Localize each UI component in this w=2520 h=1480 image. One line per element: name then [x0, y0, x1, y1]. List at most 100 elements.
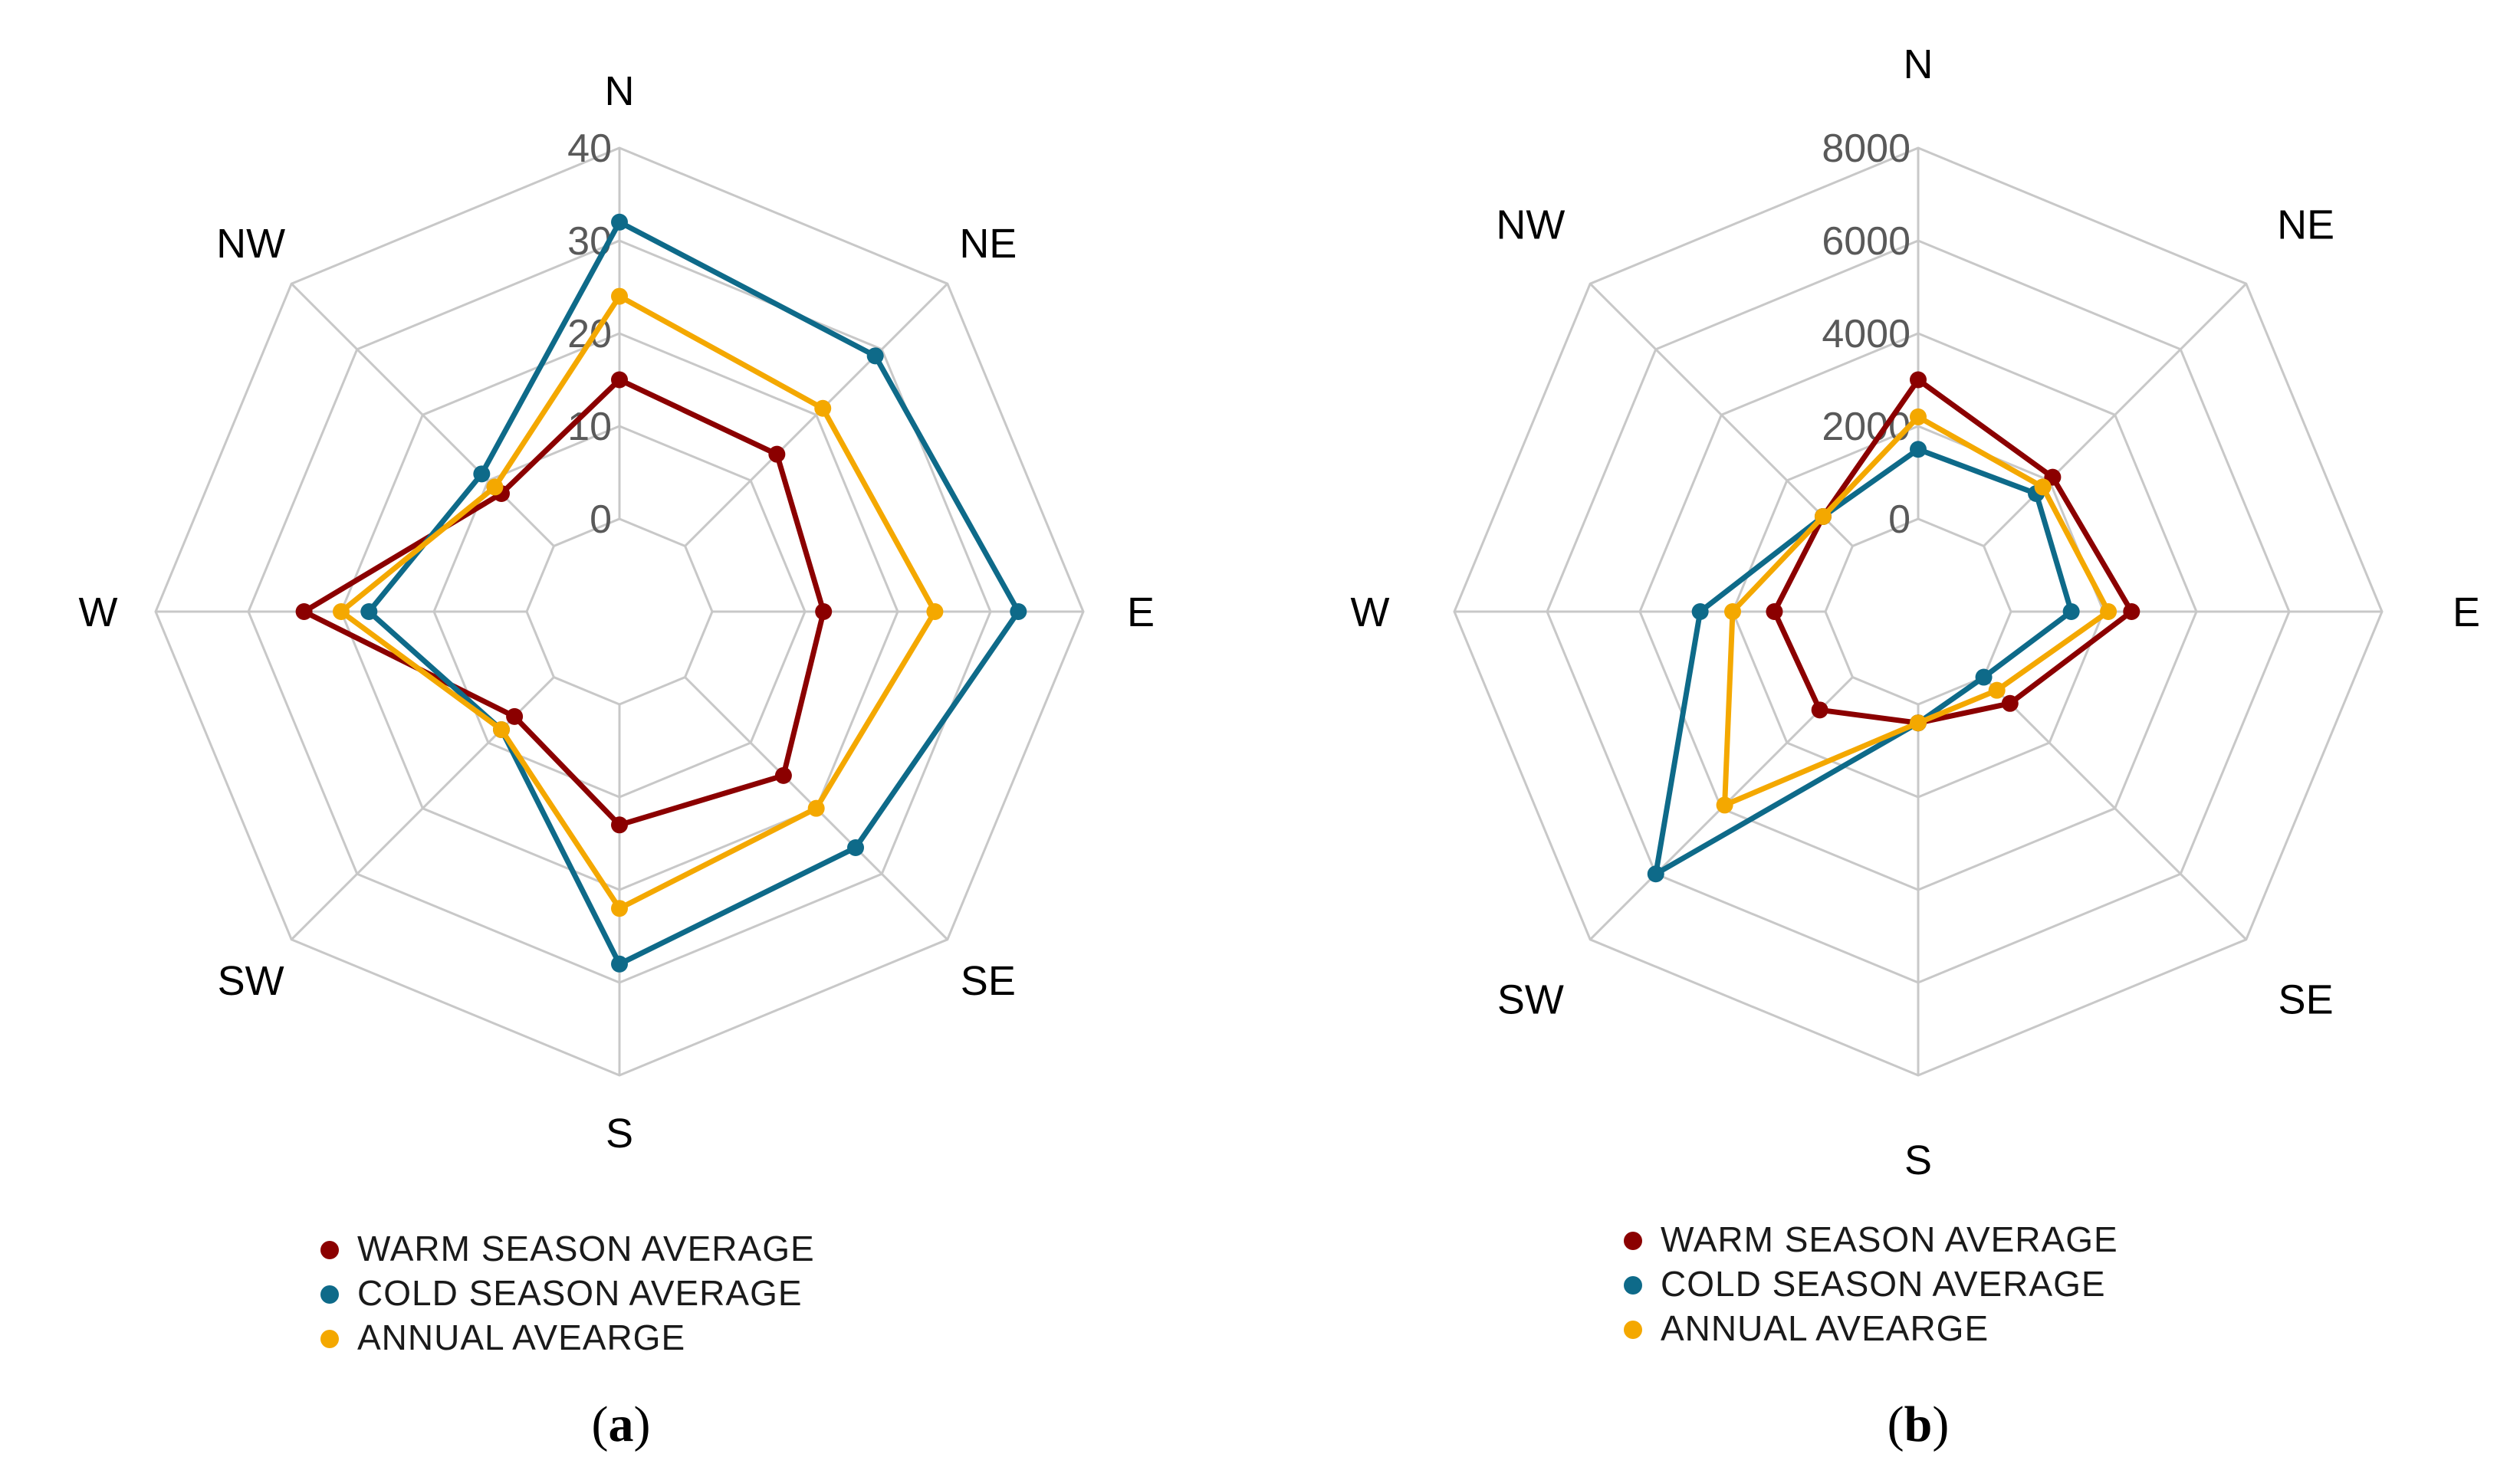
data-point	[492, 721, 510, 739]
axis-label-nw: NW	[1496, 202, 1565, 248]
data-point	[611, 213, 628, 231]
legend-label: WARM SEASON AVERAGE	[357, 1229, 815, 1268]
axis-label-w: W	[1351, 589, 1390, 635]
grid-ring	[525, 517, 714, 706]
data-point	[611, 816, 628, 834]
series-line	[366, 219, 1021, 967]
legend: WARM SEASON AVERAGE COLD SEASON AVERAGEAN…	[1624, 1219, 2118, 1348]
data-point	[768, 445, 786, 463]
legend-label: COLD SEASON AVERAGE	[357, 1273, 803, 1313]
grid-spoke	[291, 283, 555, 547]
legend-label: COLD SEASON AVERAGE	[1661, 1264, 2106, 1304]
data-point	[1766, 603, 1783, 620]
axis-label-sw: SW	[1497, 977, 1564, 1023]
data-point	[866, 347, 884, 365]
tick-label: 4000	[1822, 312, 1911, 356]
data-point	[1910, 371, 1927, 389]
axis-label-n: N	[605, 68, 635, 114]
tick-label: 6000	[1822, 219, 1911, 264]
axis-label-s: S	[1904, 1137, 1932, 1183]
data-point	[611, 955, 628, 973]
data-point	[1910, 714, 1927, 732]
data-point	[295, 603, 313, 620]
grid-spoke	[1983, 283, 2247, 547]
tick-label: 40	[567, 126, 612, 171]
data-point	[847, 839, 865, 857]
caption-paren: )	[1932, 1396, 1949, 1452]
data-point	[486, 478, 504, 496]
data-point	[1910, 441, 1927, 458]
legend-marker	[1624, 1276, 1642, 1295]
axis-label-n: N	[1904, 41, 1934, 87]
data-point	[2123, 603, 2141, 620]
figure-caption: (a)	[592, 1396, 651, 1452]
legend-marker	[320, 1241, 339, 1259]
series-2	[333, 287, 944, 917]
data-point	[807, 799, 825, 817]
data-point	[611, 900, 628, 917]
axis-label-e: E	[1127, 589, 1155, 635]
data-point	[1691, 603, 1709, 620]
caption-letter: b	[1904, 1396, 1933, 1452]
grid-spoke	[684, 283, 948, 547]
data-point	[1910, 408, 1927, 425]
tick-label: 8000	[1822, 126, 1911, 171]
series-2	[1716, 408, 2118, 814]
grid-spoke	[1589, 283, 1854, 547]
grid-spoke	[1983, 676, 2247, 940]
legend-label: ANNUAL AVEARGE	[357, 1318, 685, 1357]
data-point	[2100, 603, 2118, 620]
caption-paren: (	[592, 1396, 609, 1452]
legend-label: WARM SEASON AVERAGE	[1661, 1219, 2118, 1259]
data-point	[815, 603, 833, 620]
data-point	[774, 766, 792, 784]
legend-marker	[1624, 1232, 1642, 1250]
tick-label: 30	[567, 219, 612, 264]
data-point	[1988, 681, 2006, 699]
axis-label-ne: NE	[2277, 202, 2334, 248]
axis-label-w: W	[79, 589, 118, 635]
radar-grid	[1453, 146, 2384, 1077]
axis-label-s: S	[606, 1111, 633, 1157]
data-point	[1716, 796, 1733, 814]
axis-label-ne: NE	[959, 221, 1017, 267]
axis-label-se: SE	[2279, 977, 2334, 1023]
data-point	[1814, 507, 1832, 525]
axis-label-nw: NW	[216, 221, 285, 267]
data-point	[1975, 668, 1993, 686]
data-point	[360, 603, 378, 620]
legend-marker	[320, 1330, 339, 1348]
axis-label-se: SE	[961, 958, 1016, 1004]
data-point	[1647, 865, 1664, 883]
data-point	[2062, 603, 2080, 620]
legend-label: ANNUAL AVEARGE	[1661, 1308, 1989, 1348]
radar-grid	[154, 146, 1085, 1077]
data-point	[1811, 701, 1828, 719]
legend-marker	[320, 1285, 339, 1304]
caption-letter: a	[609, 1396, 634, 1452]
series-line	[301, 377, 826, 828]
legend: WARM SEASON AVERAGE COLD SEASON AVERAGE AN…	[320, 1229, 815, 1357]
data-point	[611, 371, 628, 389]
data-point	[926, 603, 944, 620]
axis-label-sw: SW	[218, 958, 284, 1004]
data-point	[1010, 603, 1027, 620]
figure-caption: (b)	[1888, 1396, 1950, 1452]
legend-marker	[1624, 1321, 1642, 1339]
data-point	[2034, 478, 2052, 496]
axis-label-e: E	[2453, 589, 2480, 635]
tick-label: 0	[590, 497, 612, 542]
data-point	[473, 465, 491, 483]
series-1	[360, 213, 1027, 973]
data-point	[611, 287, 628, 305]
data-point	[2001, 694, 2019, 712]
caption-paren: )	[634, 1396, 651, 1452]
data-point	[1724, 603, 1741, 620]
data-point	[506, 707, 524, 725]
data-point	[333, 603, 350, 620]
caption-paren: (	[1888, 1396, 1904, 1452]
tick-label: 0	[1888, 497, 1911, 542]
